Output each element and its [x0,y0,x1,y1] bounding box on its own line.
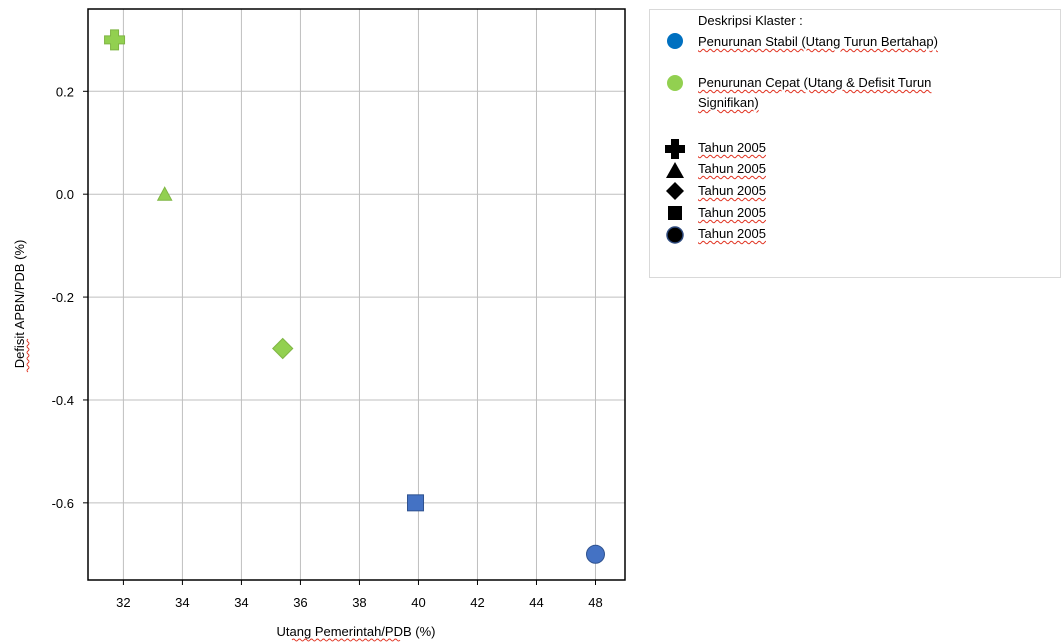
x-tick-label: 40 [411,595,425,610]
y-tick-label: 0.0 [56,187,74,202]
x-tick-label: 42 [470,595,484,610]
x-tick-label: 38 [352,595,366,610]
x-tick-label: 44 [529,595,543,610]
legend-cluster-fast-label-line1: Penurunan Cepat (Utang & Defisit Turun [698,75,932,90]
y-tick-label: 0.2 [56,84,74,99]
legend-year-triangle-label: Tahun 2005 [698,161,766,176]
plus-icon [665,139,685,159]
diamond-icon [666,182,684,200]
scatter-chart: 32 34 34 36 38 40 42 44 48 0.2 0.0 -0.2 -0.4 -0.6 Uta… [12,8,626,642]
y-tick-label: -0.4 [52,393,74,408]
legend-cluster-stable-marker [667,33,683,49]
x-axis-title: Utang Pemerintah/PDB (%) [277,624,436,639]
axis-ticks: 32 34 34 36 38 40 42 44 48 0.2 0.0 -0.2 -0.4 -0.6 [52,84,603,610]
y-tick-label: -0.2 [52,290,74,305]
x-tick-label: 48 [588,595,602,610]
data-point-plus [104,29,126,51]
triangle-icon [666,162,684,178]
legend: Deskripsi Klaster : Penurunan Stabil (Ut… [649,9,1061,278]
legend-cluster-fast-label-line2: Signifikan) [698,95,759,110]
legend-cluster-stable-label: Penurunan Stabil (Utang Turun Bertahap) [698,34,938,49]
plot-area-frame [87,8,626,581]
grid-lines [88,9,625,580]
legend-year-plus-label: Tahun 2005 [698,140,766,155]
x-tick-label: 36 [293,595,307,610]
y-axis-title-spellcheck-underline [26,338,30,373]
data-point-circle [585,544,605,564]
legend-cluster-fast-marker [667,75,683,91]
x-tick-label: 34 [175,595,189,610]
legend-year-square-label: Tahun 2005 [698,205,766,220]
square-icon [668,206,682,220]
x-axis-title-spellcheck-underline [291,638,401,642]
x-tick-label: 32 [116,595,130,610]
legend-title: Deskripsi Klaster : [698,13,803,28]
x-tick-label: 34 [234,595,248,610]
y-axis-title: Defisit APBN/PDB (%) [12,240,27,369]
data-point-triangle [156,186,173,201]
data-points [104,29,605,564]
data-point-square [407,494,425,512]
legend-year-diamond-label: Tahun 2005 [698,183,766,198]
y-tick-label: -0.6 [52,496,74,511]
data-point-diamond [272,337,294,360]
circle-icon [666,226,684,244]
legend-year-circle-label: Tahun 2005 [698,226,766,241]
